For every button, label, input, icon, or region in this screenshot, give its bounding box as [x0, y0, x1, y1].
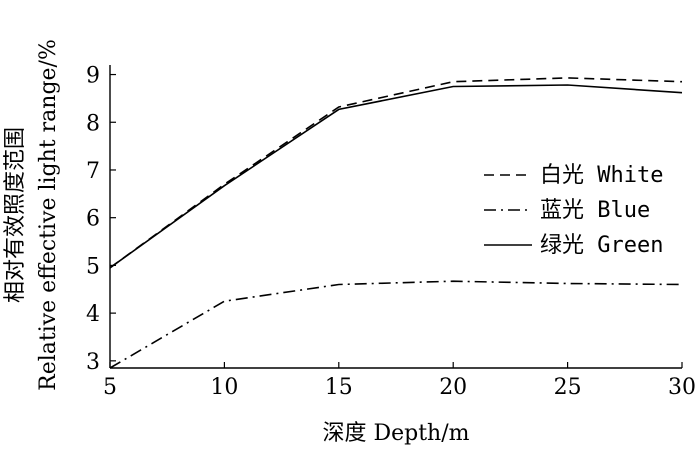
- y-tick-label: 6: [86, 207, 100, 232]
- x-tick-label: 20: [439, 375, 467, 400]
- x-tick-label: 10: [210, 375, 238, 400]
- x-axis-title: 深度 Depth/m: [322, 421, 469, 446]
- y-tick-label: 8: [86, 111, 100, 136]
- legend-label-white: 白光 White: [540, 163, 663, 188]
- y-tick-label: 4: [86, 302, 100, 327]
- x-ticks: 5 10 15 20 25 30: [103, 362, 696, 400]
- y-axis-title-line-2: Relative effective light range/%: [36, 39, 61, 391]
- y-axis-title-group-2: Relative effective light range/%: [36, 39, 61, 391]
- series-line-blue: [109, 280, 683, 369]
- legend: 白光 White 蓝光 Blue 绿光 Green: [484, 163, 663, 258]
- x-tick-label: 15: [325, 375, 353, 400]
- y-tick-label: 5: [86, 254, 100, 279]
- y-tick-label: 7: [86, 159, 100, 184]
- x-tick-label: 5: [103, 375, 117, 400]
- legend-label-blue: 蓝光 Blue: [540, 198, 650, 223]
- series-line-white: [109, 77, 683, 269]
- legend-label-green: 绿光 Green: [540, 233, 663, 258]
- y-tick-label: 9: [86, 64, 100, 89]
- x-tick-label: 25: [554, 375, 582, 400]
- x-tick-label: 30: [668, 375, 696, 400]
- y-tick-label: 3: [86, 350, 100, 375]
- y-ticks: 3 4 5 6 7 8 9: [86, 64, 116, 375]
- series-line-green: [109, 84, 683, 269]
- y-axis-title-line-1: 相对有效照度范围: [3, 127, 28, 303]
- series-group: [109, 77, 683, 369]
- plot-axes: [109, 65, 682, 369]
- y-axis-title-group: 相对有效照度范围: [3, 127, 28, 303]
